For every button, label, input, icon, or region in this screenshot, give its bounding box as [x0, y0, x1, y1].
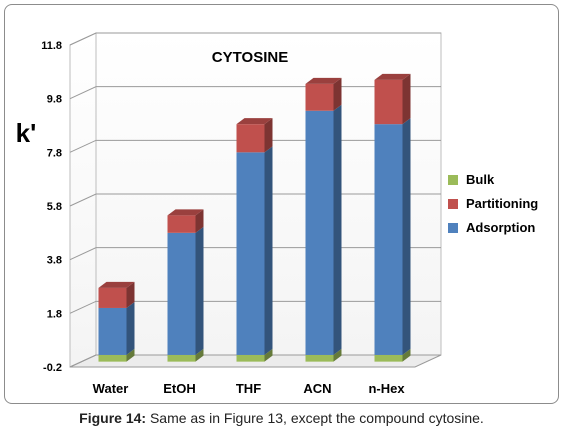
- legend: Bulk Partitioning Adsorption: [448, 172, 538, 235]
- bar-segment-bulk: [374, 348, 411, 362]
- y-tick-labels: -0.2 1.8 3.8 5.8 7.8 9.8 11.8: [41, 40, 62, 374]
- y-tick-label: 5.8: [47, 201, 62, 213]
- y-tick-label: 9.8: [47, 94, 62, 106]
- bar-stack-etoh: [167, 209, 204, 362]
- x-tick-label: EtOH: [163, 381, 196, 396]
- bar-segment-adsorption: [98, 301, 135, 355]
- legend-swatch: [448, 223, 458, 233]
- bar-segment-partitioning: [305, 77, 342, 111]
- bar-stack-water: [98, 281, 135, 362]
- y-tick-label: -0.2: [43, 362, 62, 374]
- legend-item-bulk: Bulk: [448, 172, 495, 187]
- figure-caption: Figure 14: Same as in Figure 13, except …: [0, 410, 563, 426]
- y-axis-label: k': [16, 118, 37, 148]
- legend-item-partitioning: Partitioning: [448, 196, 538, 211]
- legend-label: Adsorption: [466, 220, 535, 235]
- legend-swatch: [448, 175, 458, 185]
- stacked-bar-chart: -0.2 1.8 3.8 5.8 7.8 9.8 11.8 Water EtOH THF ACN n…: [16, 32, 538, 396]
- gridline: [69, 32, 441, 46]
- bar-segment-bulk: [98, 348, 135, 362]
- y-tick-label: 11.8: [41, 40, 62, 52]
- bar-segment-adsorption: [236, 146, 273, 355]
- bar-segment-partitioning: [98, 281, 135, 308]
- y-tick-label: 3.8: [47, 255, 62, 267]
- x-tick-label: ACN: [303, 381, 331, 396]
- x-tick-label: Water: [93, 381, 129, 396]
- bar-segment-bulk: [167, 348, 204, 362]
- bar-segment-partitioning: [374, 73, 411, 125]
- bar-segment-adsorption: [167, 226, 204, 355]
- y-tick-label: 1.8: [47, 308, 62, 320]
- legend-item-adsorption: Adsorption: [448, 220, 535, 235]
- x-tick-labels: Water EtOH THF ACN n-Hex: [93, 381, 406, 396]
- bar-segment-adsorption: [374, 118, 411, 355]
- bar-segment-partitioning: [167, 209, 204, 233]
- bar-stack-n-hex: [374, 73, 411, 362]
- bar-segment-bulk: [305, 348, 342, 362]
- bar-segment-adsorption: [305, 104, 342, 355]
- legend-label: Partitioning: [466, 196, 538, 211]
- legend-swatch: [448, 199, 458, 209]
- x-tick-label: n-Hex: [368, 381, 405, 396]
- bar-segment-bulk: [236, 348, 273, 362]
- bar-segment-partitioning: [236, 118, 273, 153]
- bars: [98, 73, 411, 362]
- legend-label: Bulk: [466, 172, 495, 187]
- x-tick-label: THF: [236, 381, 261, 396]
- chart-title: CYTOSINE: [212, 49, 288, 66]
- bar-stack-acn: [305, 77, 342, 362]
- bar-stack-thf: [236, 118, 273, 362]
- caption-text: Same as in Figure 13, except the compoun…: [146, 410, 484, 426]
- y-tick-label: 7.8: [47, 147, 62, 159]
- caption-label: Figure 14:: [79, 410, 147, 426]
